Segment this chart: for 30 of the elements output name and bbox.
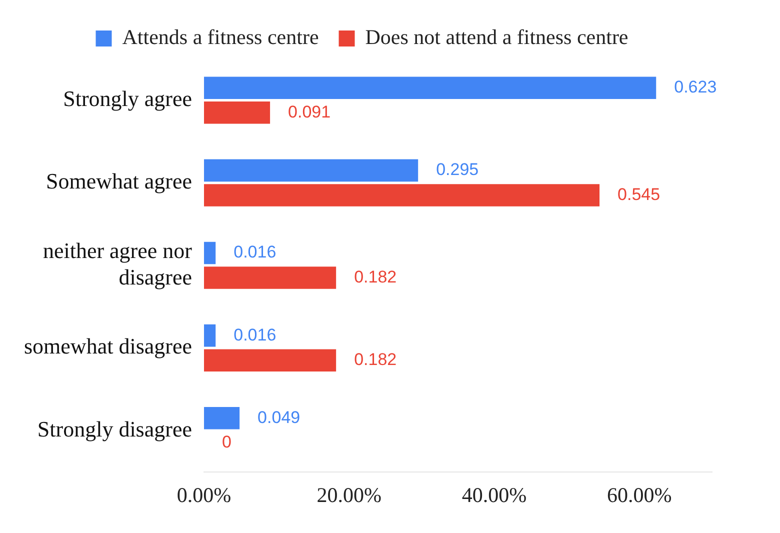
bar [204, 76, 656, 100]
x-tick-label: 40.00% [462, 482, 527, 507]
y-tick-label: neither agree nor disagree [42, 238, 193, 290]
data-label: 0.295 [436, 160, 479, 180]
bar [204, 102, 270, 124]
x-tick-label: 20.00% [316, 482, 382, 507]
bar [204, 324, 216, 347]
data-label: 0.623 [674, 78, 717, 97]
y-tick-label: Strongly disagree [37, 416, 192, 442]
bar [204, 242, 216, 264]
data-label: 0.016 [234, 242, 276, 262]
x-tick-label: 60.00% [607, 482, 672, 507]
legend-label: Attends a fitness centre [122, 25, 319, 50]
y-tick-label: somewhat disagree [24, 334, 192, 359]
data-label: 0.091 [288, 102, 331, 122]
y-tick-label: Somewhat agree [46, 168, 192, 194]
bar [204, 266, 336, 289]
bar [204, 159, 418, 182]
data-label: 0.016 [234, 325, 276, 344]
y-tick-label: Strongly agree [63, 86, 192, 112]
bar [204, 406, 240, 430]
legend-label: Does not attend a fitness centre [365, 25, 628, 50]
x-tick-label: 0.00% [176, 482, 232, 507]
data-label: 0.049 [258, 408, 300, 427]
data-label: 0.182 [354, 267, 397, 286]
bar [204, 349, 336, 372]
bar [204, 184, 600, 206]
data-label: 0 [222, 432, 232, 452]
data-label: 0.545 [618, 184, 660, 204]
data-label: 0.182 [354, 350, 397, 370]
